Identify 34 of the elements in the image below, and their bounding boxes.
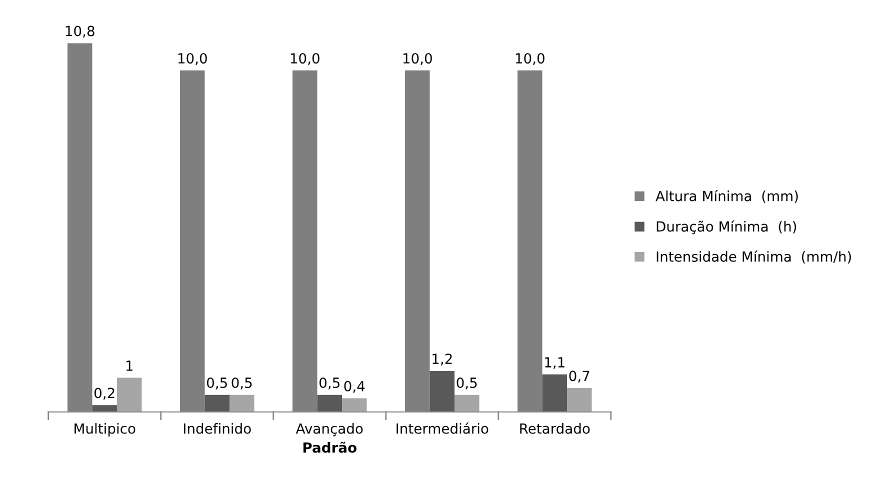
x-tick-label: Retardado — [520, 423, 590, 434]
bar — [342, 398, 367, 412]
bar — [317, 394, 342, 412]
x-axis-title: Padrão — [303, 442, 356, 453]
bar — [542, 374, 568, 412]
data-label: 0,7 — [569, 370, 590, 383]
bar — [92, 405, 117, 412]
data-label: 10,0 — [290, 53, 320, 65]
x-tick-label: Intermediário — [396, 422, 488, 434]
data-label: 1,1 — [545, 357, 564, 369]
data-label: 0,5 — [319, 378, 340, 390]
data-label: 0,5 — [456, 378, 477, 390]
data-label: 1,2 — [432, 354, 452, 366]
data-label: 0,5 — [232, 378, 252, 390]
bar — [204, 394, 230, 412]
data-label: 0,4 — [344, 380, 365, 393]
legend-label: Altura Mínima (mm) — [656, 190, 798, 203]
data-label: 10,0 — [178, 53, 207, 65]
bar — [430, 370, 455, 412]
bar — [567, 388, 592, 412]
bar — [229, 394, 254, 412]
legend-label: Intensidade Mínima (mm/h) — [656, 250, 851, 264]
data-label: 10,8 — [66, 26, 94, 38]
data-label: 1 — [126, 360, 132, 371]
data-label: 0,2 — [94, 388, 114, 400]
x-tick-label: Avançado — [296, 423, 363, 436]
data-label: 10,0 — [516, 53, 544, 65]
x-tick-label: Multipico — [74, 423, 136, 436]
x-tick-label: Indefinido — [184, 423, 251, 434]
bar — [454, 394, 480, 412]
data-label: 0,5 — [206, 378, 227, 390]
bar — [116, 378, 142, 412]
data-label: 10,0 — [403, 53, 432, 65]
legend-label: Duração Mínima (h) — [656, 220, 796, 234]
